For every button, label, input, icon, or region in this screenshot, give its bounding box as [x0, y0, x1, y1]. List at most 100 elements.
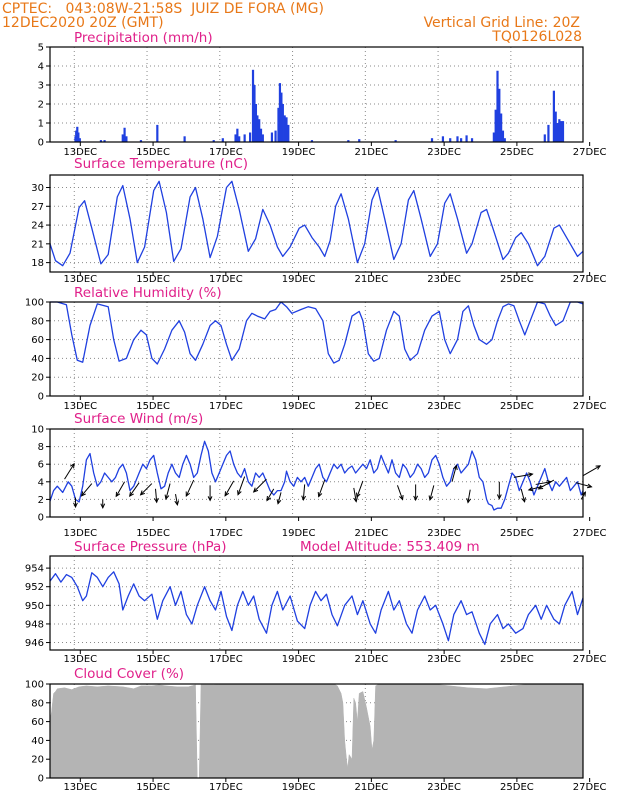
wind-vector — [513, 473, 533, 478]
wind-arrowhead — [428, 495, 434, 502]
x-tick-label: 23DEC — [427, 147, 461, 158]
precip-bar — [236, 128, 239, 142]
precip-bar — [243, 134, 246, 142]
x-tick-label: 19DEC — [282, 528, 316, 539]
precip-bar — [121, 134, 124, 142]
y-tick-label: 80 — [31, 698, 44, 709]
wind-arrowhead — [100, 503, 106, 509]
panel-2: Surface Temperature (nC) 18 21 24 27 30 13DEC 1… — [31, 156, 606, 285]
precip-bar — [496, 70, 499, 142]
precip-bar — [347, 140, 350, 142]
x-tick-label: 19DEC — [282, 147, 316, 158]
precip-bar — [258, 119, 261, 142]
x-tick-label: 15DEC — [136, 782, 170, 793]
precip-bar — [500, 113, 503, 142]
x-tick-label: 21DEC — [354, 782, 388, 793]
wind-vector — [535, 481, 552, 485]
x-tick-label: 27DEC — [573, 782, 607, 793]
wind-arrowhead — [301, 495, 307, 502]
precip-bar — [552, 90, 555, 142]
wind-vector — [318, 479, 326, 497]
y-tick-label: 952 — [25, 582, 44, 593]
precip-bar — [77, 132, 80, 142]
precip-bar — [449, 138, 452, 142]
wind-arrowhead — [537, 484, 544, 490]
precip-bar — [251, 69, 255, 142]
y-tick-label: 0 — [38, 513, 44, 524]
wind-vector — [353, 487, 357, 502]
wind-arrowhead — [115, 491, 121, 498]
precip-bar — [470, 138, 474, 142]
x-tick-label: 27DEC — [573, 401, 607, 412]
wind-vector — [64, 463, 75, 480]
precip-bar — [183, 136, 186, 142]
wind-vector — [155, 488, 158, 503]
wind-arrowhead — [224, 491, 230, 497]
x-tick-label: 19DEC — [282, 654, 316, 665]
wind-arrowhead — [521, 497, 526, 503]
series-line — [49, 571, 584, 646]
y-tick-label: 40 — [31, 736, 44, 747]
y-tick-label: 948 — [25, 619, 44, 630]
panel-title: Cloud Cover (%) — [74, 666, 184, 682]
wind-arrowhead — [528, 472, 534, 478]
x-tick-label: 17DEC — [209, 401, 243, 412]
precip-bar — [358, 139, 361, 142]
precip-bar — [460, 138, 463, 142]
x-tick-label: 19DEC — [282, 274, 316, 285]
panel-frame — [49, 174, 584, 273]
x-tick-label: 13DEC — [63, 782, 97, 793]
precip-bar — [498, 88, 501, 142]
wind-vector — [175, 494, 178, 505]
precip-bar — [501, 130, 505, 142]
wind-vector — [520, 488, 526, 502]
cloud-cover-area — [49, 683, 584, 779]
precip-bar — [430, 138, 434, 142]
precip-bar — [456, 136, 459, 142]
wind-vector — [165, 483, 171, 500]
y-tick-label: 0 — [38, 392, 44, 403]
wind-arrowhead — [595, 465, 602, 470]
wind-arrowhead — [453, 464, 458, 471]
wind-vector — [582, 465, 601, 477]
x-tick-label: 13DEC — [63, 528, 97, 539]
precip-bar — [558, 119, 561, 142]
x-tick-label: 15DEC — [136, 274, 170, 285]
y-tick-label: 0 — [38, 774, 44, 785]
precip-bar — [556, 123, 559, 142]
header-datetime: 12DEC2020 20Z (GMT) — [2, 15, 164, 31]
precip-bar — [234, 134, 237, 142]
header-model-code: TQ0126L028 — [491, 29, 582, 45]
wind-arrowhead — [413, 495, 419, 502]
precip-bar — [503, 138, 506, 142]
x-tick-label: 27DEC — [573, 274, 607, 285]
wind-vector — [140, 483, 153, 496]
x-tick-label: 13DEC — [63, 147, 97, 158]
precip-bar — [277, 107, 280, 142]
precip-bar — [310, 140, 314, 142]
x-tick-label: 19DEC — [282, 401, 316, 412]
wind-arrowhead — [174, 500, 180, 507]
x-tick-label: 27DEC — [573, 654, 607, 665]
x-tick-label: 21DEC — [354, 528, 388, 539]
x-tick-label: 23DEC — [427, 401, 461, 412]
y-tick-label: 8 — [38, 442, 44, 453]
wind-arrowhead — [266, 495, 272, 502]
panel-title: Surface Wind (m/s) — [74, 411, 203, 427]
precip-bar — [156, 124, 159, 142]
precip-bar — [561, 121, 565, 142]
x-tick-label: 17DEC — [209, 274, 243, 285]
y-tick-label: 24 — [31, 221, 44, 232]
wind-arrowhead — [73, 502, 78, 509]
y-tick-label: 40 — [31, 354, 44, 365]
x-tick-label: 13DEC — [63, 654, 97, 665]
y-tick-label: 4 — [38, 62, 44, 73]
wind-vector — [396, 485, 404, 500]
x-tick-label: 17DEC — [209, 654, 243, 665]
header-location: CPTEC: 043:08W-21:58S JUIZ DE FORA (MG) — [2, 1, 324, 17]
panel-3: Relative Humidity (%) 0 20 40 60 80 100 13DEC 15… — [25, 285, 607, 412]
panel-title: Relative Humidity (%) — [74, 285, 222, 301]
x-tick-label: 13DEC — [63, 401, 97, 412]
panel-5: Surface Pressure (hPa) Model Altitude: 55… — [25, 539, 607, 665]
